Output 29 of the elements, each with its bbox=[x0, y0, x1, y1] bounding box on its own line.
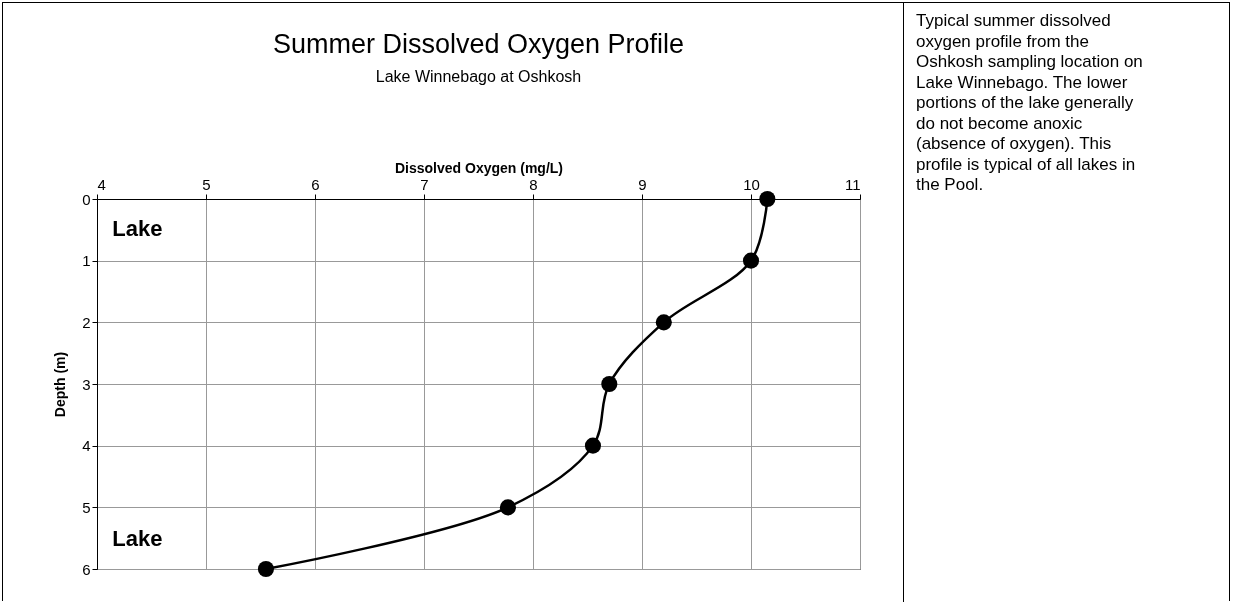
point bbox=[601, 375, 618, 393]
x-tick-label: 9 bbox=[638, 175, 647, 193]
x-tick-label: 11 bbox=[844, 175, 861, 193]
point bbox=[742, 252, 760, 269]
x-tick-label: 5 bbox=[202, 175, 211, 193]
x-tick-label: 6 bbox=[311, 175, 320, 193]
annotation: Lake bbox=[112, 526, 163, 552]
x-tick-label: 7 bbox=[420, 175, 429, 193]
x-axis-title: Dissolved Oxygen (mg/L) bbox=[394, 159, 564, 176]
chart-subtitle: Lake Winnebago at Oshkosh bbox=[375, 68, 582, 85]
point bbox=[759, 190, 776, 208]
y-tick-label: 2 bbox=[82, 313, 91, 331]
chart-title: Summer Dissolved Oxygen Profile bbox=[272, 29, 685, 59]
y-axis-title: Depth (m) bbox=[52, 351, 69, 418]
point bbox=[257, 560, 275, 578]
x-tick-label: 10 bbox=[743, 175, 760, 193]
y-tick-label: 5 bbox=[82, 498, 91, 516]
point bbox=[499, 499, 516, 516]
text: Typical summer dissolved oxygen profile from the Oshkosh sampling location on Lake Winnebago. The lower portions of the lake generally do not become anoxic (absence of oxygen). This profile is typical of all lakes in the Pool. bbox=[916, 11, 1143, 194]
y-tick-label: 6 bbox=[82, 560, 91, 578]
y-tick-label: 0 bbox=[82, 190, 91, 208]
y-tick-label: 3 bbox=[82, 375, 91, 393]
x-tick-label: 8 bbox=[529, 175, 538, 193]
point bbox=[584, 437, 602, 454]
point bbox=[655, 314, 672, 331]
y-tick-label: 1 bbox=[82, 252, 91, 270]
annotation: Lake bbox=[112, 215, 163, 241]
y-tick-label: 4 bbox=[82, 437, 91, 455]
x-tick-label: 4 bbox=[97, 175, 106, 193]
